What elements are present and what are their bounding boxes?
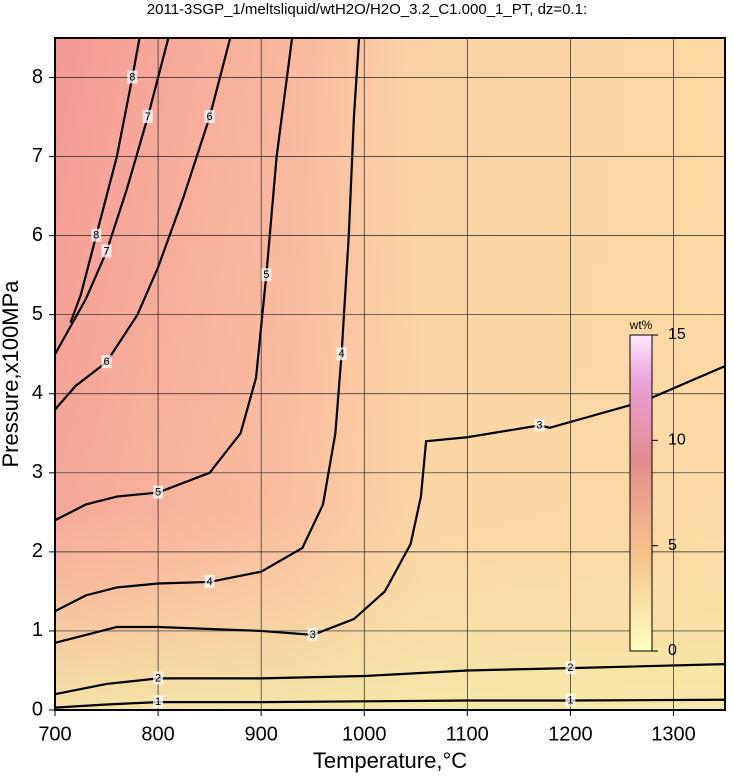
contour-line [54,365,726,644]
contour-label-bg [565,693,576,707]
contour-label-bg [565,661,576,675]
x-tick-label: 800 [141,723,174,745]
contour-label: 1 [567,694,573,706]
colorbar-tick-label: 15 [668,326,686,343]
chart-title: 2011-3SGP_1/meltsliquid/wtH2O/H2O_3.2_C1… [147,1,587,18]
colorbar-tick-label: 0 [668,642,677,659]
contour-label-bg [534,418,545,432]
contour-label: 1 [155,696,161,708]
plot-shade [55,38,725,710]
contour-label-bg [204,110,215,124]
y-tick-label: 0 [32,698,43,720]
contour-label: 3 [310,629,316,641]
contour-label-bg [204,574,215,588]
x-tick-label: 1100 [446,723,489,745]
contour-label-bg [153,695,164,709]
contour-label: 8 [129,71,135,83]
y-tick-label: 5 [32,303,43,325]
contour-label: 6 [103,356,109,368]
colorbar-tick-label: 5 [668,537,677,554]
x-axis-label: Temperature,°C [313,748,467,773]
colorbar-label: wt% [629,318,653,332]
contour-line [54,37,361,613]
y-tick-label: 4 [32,382,43,404]
contour-label: 7 [103,245,109,257]
contour-label: 4 [207,576,213,588]
contour-label: 2 [567,662,573,674]
contour-label: 5 [263,269,269,281]
contour-label-bg [101,244,112,258]
contour-line [54,37,170,355]
contour-line [54,37,294,522]
y-tick-label: 6 [32,224,43,246]
colorbar [629,334,653,652]
x-tick-label: 1000 [342,723,387,745]
contour-label: 3 [536,419,542,431]
contour-line [54,663,726,696]
x-tick-label: 1200 [548,723,593,745]
contour-label-bg [142,110,153,124]
y-tick-label: 7 [32,145,43,167]
plot-frame [54,37,726,711]
contour-label: 5 [155,486,161,498]
contour-label-bg [127,70,138,84]
contour-label: 4 [338,348,344,360]
y-tick-label: 1 [32,619,43,641]
contour-label: 2 [155,672,161,684]
contour-line [54,37,232,411]
contour-label-bg [101,355,112,369]
x-tick-label: 1300 [651,723,696,745]
colorbar-tick-label: 10 [668,432,686,449]
contour-label-bg [307,627,318,641]
y-tick-label: 8 [32,66,43,88]
contour-label-bg [153,485,164,499]
contour-label: 8 [93,230,99,242]
y-tick-label: 3 [32,461,43,483]
contour-label: 6 [207,111,213,123]
y-axis-label: Pressure,x100MPa [0,280,23,468]
contour-label-bg [153,671,164,685]
x-tick-label: 700 [38,723,71,745]
contour-label-bg [91,228,102,242]
contour-label-bg [261,268,272,282]
contour-line [54,698,726,709]
contour-label: 7 [145,111,151,123]
contour-label-bg [336,347,347,361]
y-tick-label: 2 [32,540,43,562]
x-tick-label: 900 [244,723,277,745]
